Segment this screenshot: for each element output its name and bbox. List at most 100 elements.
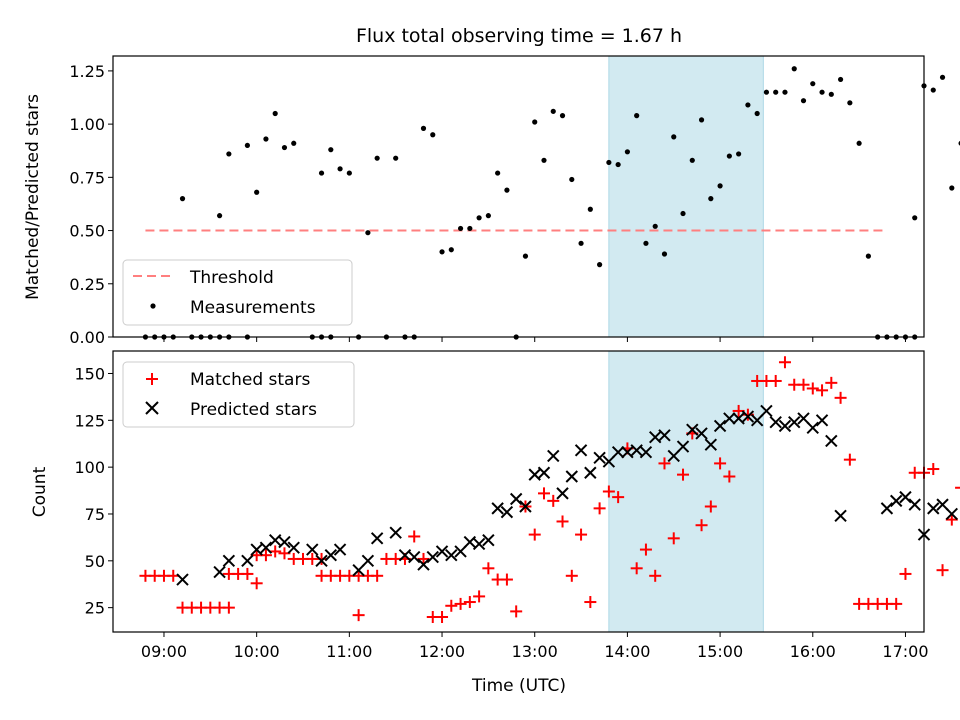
predicted-point-b bbox=[222, 554, 236, 568]
predicted-point bbox=[760, 404, 773, 418]
measurement-point bbox=[541, 157, 547, 163]
bottom-legend: Matched stars Predicted stars bbox=[122, 361, 355, 428]
measurement-point bbox=[522, 253, 529, 259]
predicted-point bbox=[370, 532, 384, 545]
measurement-point bbox=[810, 81, 816, 87]
predicted-point bbox=[213, 565, 226, 579]
predicted-point bbox=[704, 438, 718, 451]
predicted-point-b bbox=[713, 419, 727, 433]
measurement-point bbox=[624, 149, 631, 155]
predicted-point bbox=[454, 545, 467, 558]
matched-point bbox=[658, 457, 671, 470]
measurement-point bbox=[281, 144, 288, 151]
predicted-point bbox=[602, 455, 616, 468]
measurement-point bbox=[689, 157, 695, 163]
top-x-ticks bbox=[163, 337, 906, 342]
matched-point bbox=[769, 374, 782, 387]
predicted-point bbox=[750, 414, 764, 427]
predicted-point-b bbox=[704, 438, 718, 451]
predicted-point bbox=[547, 449, 560, 463]
y-tick-label: 0.75 bbox=[69, 168, 105, 187]
predicted-point bbox=[621, 445, 634, 459]
measurement-point bbox=[698, 117, 705, 123]
predicted-point-b bbox=[417, 558, 430, 571]
matched-point bbox=[463, 596, 476, 609]
predicted-point-b bbox=[695, 427, 708, 440]
predicted-point bbox=[713, 419, 727, 433]
predicted-point-b bbox=[611, 445, 625, 459]
predicted-point-b bbox=[213, 565, 226, 579]
predicted-point-b bbox=[750, 414, 764, 427]
measurement-point bbox=[328, 147, 334, 153]
matched-point bbox=[825, 376, 838, 389]
measurement-point bbox=[587, 206, 593, 212]
measurement-point bbox=[254, 189, 260, 195]
matched-point bbox=[352, 609, 365, 622]
measurement-point bbox=[791, 66, 797, 72]
predicted-point bbox=[936, 498, 949, 511]
measurement-point bbox=[244, 142, 250, 149]
predicted-point bbox=[908, 498, 921, 511]
measurement-point bbox=[457, 225, 464, 232]
matched-point bbox=[778, 356, 791, 369]
predicted-point bbox=[945, 507, 959, 521]
legend-matched-swatch bbox=[146, 373, 158, 385]
matched-point bbox=[797, 378, 810, 391]
predicted-point-b bbox=[593, 451, 606, 464]
predicted-point bbox=[537, 466, 551, 479]
measurement-point bbox=[365, 230, 371, 236]
predicted-point bbox=[556, 487, 569, 500]
x-tick-label: 10:00 bbox=[234, 642, 280, 661]
x-tick-label: 17:00 bbox=[882, 642, 928, 661]
predicted-point bbox=[250, 543, 263, 556]
measurement-point bbox=[578, 240, 584, 246]
matched-point bbox=[556, 515, 569, 528]
y-tick-label: 125 bbox=[74, 411, 105, 430]
matched-point bbox=[528, 528, 541, 541]
predicted-point bbox=[222, 554, 236, 568]
predicted-point bbox=[333, 543, 347, 556]
predicted-point-b bbox=[547, 449, 560, 463]
predicted-point-b bbox=[361, 554, 375, 568]
top-legend: Threshold Measurements bbox=[122, 259, 353, 326]
predicted-point-b bbox=[315, 554, 328, 568]
y-tick-label: 1.25 bbox=[69, 62, 105, 81]
predicted-point bbox=[176, 573, 189, 586]
predicted-point bbox=[797, 412, 810, 425]
predicted-point-b bbox=[778, 419, 792, 433]
matched-point bbox=[899, 567, 912, 580]
measurement-point bbox=[652, 223, 658, 229]
measurement-point bbox=[439, 249, 445, 255]
predicted-point bbox=[778, 419, 792, 433]
measurement-point bbox=[819, 89, 825, 95]
matched-point bbox=[843, 453, 856, 466]
matched-point bbox=[454, 597, 467, 610]
predicted-point bbox=[889, 494, 903, 508]
predicted-point bbox=[593, 451, 606, 464]
predicted-point bbox=[639, 445, 653, 459]
measurement-point bbox=[773, 89, 779, 95]
predicted-point-b bbox=[676, 440, 690, 453]
bottom-y-axis: 25 50 75 100 125 150 bbox=[74, 364, 113, 618]
predicted-point bbox=[584, 466, 597, 479]
matched-point bbox=[445, 599, 458, 612]
predicted-point-b bbox=[732, 412, 745, 425]
predicted-point bbox=[324, 548, 338, 562]
x-axis-label: Time (UTC) bbox=[471, 676, 566, 696]
matched-point bbox=[584, 596, 597, 609]
predicted-point-b bbox=[574, 444, 588, 457]
matched-point bbox=[630, 562, 643, 575]
predicted-point bbox=[361, 554, 375, 568]
y-tick-label: 75 bbox=[85, 505, 105, 524]
predicted-point-b bbox=[825, 434, 838, 448]
x-tick-label: 13:00 bbox=[512, 642, 558, 661]
matched-point bbox=[547, 494, 560, 507]
predicted-point bbox=[472, 537, 486, 551]
matched-point bbox=[473, 590, 486, 603]
x-tick-label: 09:00 bbox=[141, 642, 187, 661]
predicted-point bbox=[815, 414, 829, 427]
measurement-point bbox=[865, 253, 871, 259]
predicted-point-b bbox=[509, 492, 523, 506]
predicted-point-b bbox=[454, 545, 467, 558]
